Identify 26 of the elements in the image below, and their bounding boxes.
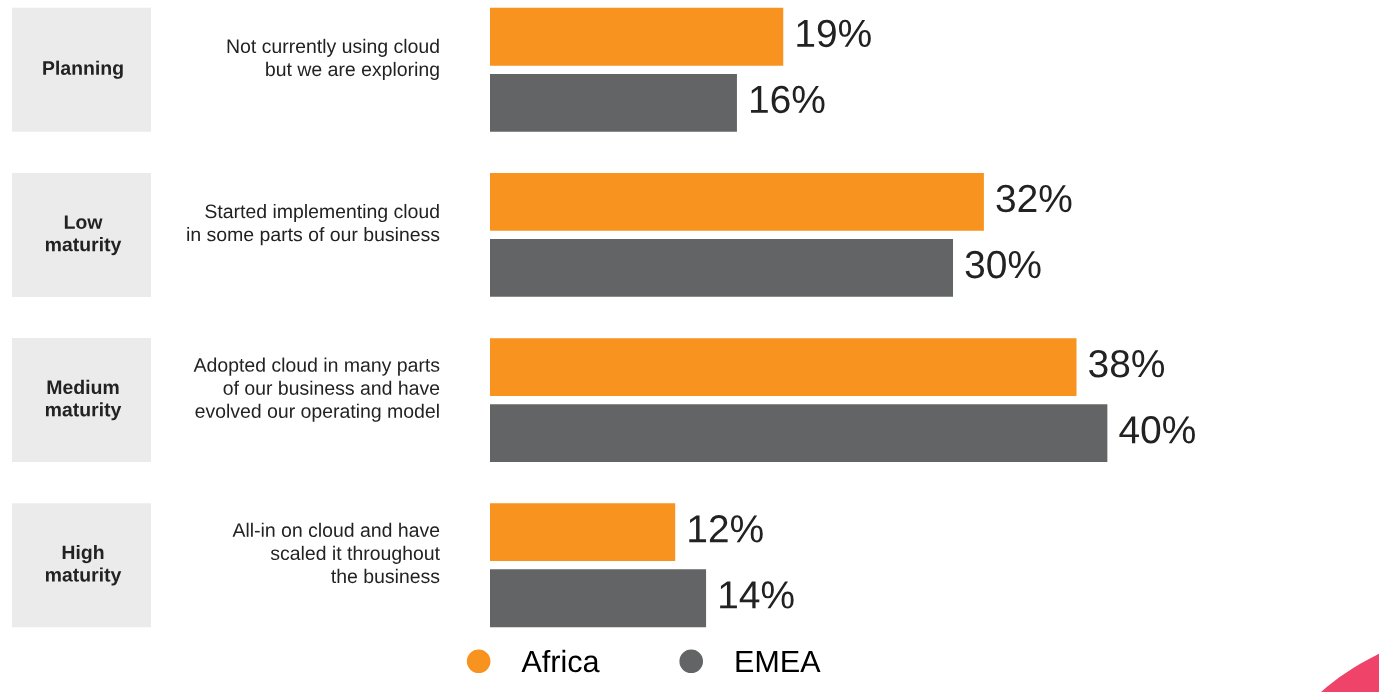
y-tick-label: Low maturity bbox=[45, 215, 122, 256]
bar bbox=[490, 338, 1077, 396]
bar bbox=[490, 7, 784, 66]
data-label: 40% bbox=[1119, 416, 1195, 444]
text: Started implementing cloud in some parts of our business bbox=[187, 203, 440, 246]
data-label: 32% bbox=[996, 184, 1072, 213]
data-label: 14% bbox=[720, 581, 794, 609]
legend-label: EMEA bbox=[736, 650, 821, 672]
bar bbox=[490, 569, 707, 628]
y-tick-label: High maturity bbox=[45, 544, 122, 586]
bar bbox=[490, 503, 676, 562]
data-label: 38% bbox=[1089, 349, 1165, 378]
data-label: 19% bbox=[797, 19, 871, 48]
text: Adopted cloud in many parts of our business and have evolved our operating model bbox=[193, 357, 440, 422]
bar bbox=[490, 73, 737, 132]
data-label: 16% bbox=[751, 85, 825, 114]
legend-label: Africa bbox=[521, 649, 600, 673]
data-label: 30% bbox=[965, 250, 1041, 279]
text: Not currently using cloud but we are exploring bbox=[227, 38, 439, 80]
text: All-in on cloud and have scaled it throughout the business bbox=[232, 522, 440, 584]
bar bbox=[490, 239, 954, 297]
bar bbox=[490, 172, 984, 231]
y-tick-label: Planning bbox=[43, 60, 123, 79]
y-tick-label: Medium maturity bbox=[45, 379, 122, 421]
bar bbox=[490, 404, 1108, 463]
data-label: 12% bbox=[689, 515, 763, 543]
